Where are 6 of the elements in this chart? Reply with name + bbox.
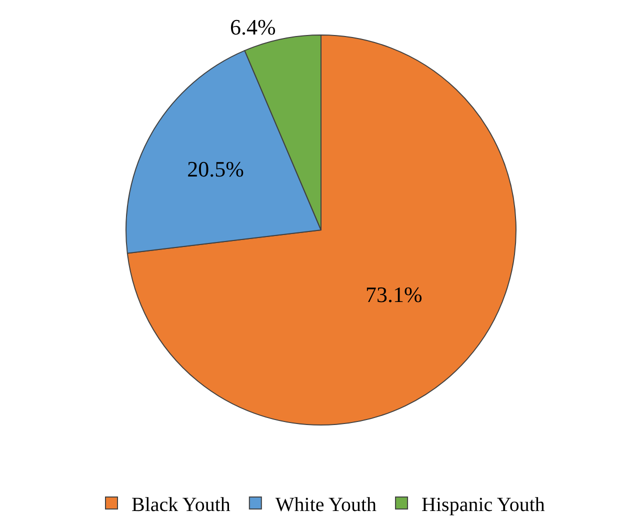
data-label: 73.1%	[366, 282, 422, 308]
data-label: 6.4%	[230, 14, 276, 40]
data-label: 20.5%	[187, 156, 244, 182]
legend-label: White Youth	[275, 494, 377, 516]
legend-label: Black Youth	[132, 494, 230, 516]
legend-label: Hispanic Youth	[422, 494, 545, 516]
